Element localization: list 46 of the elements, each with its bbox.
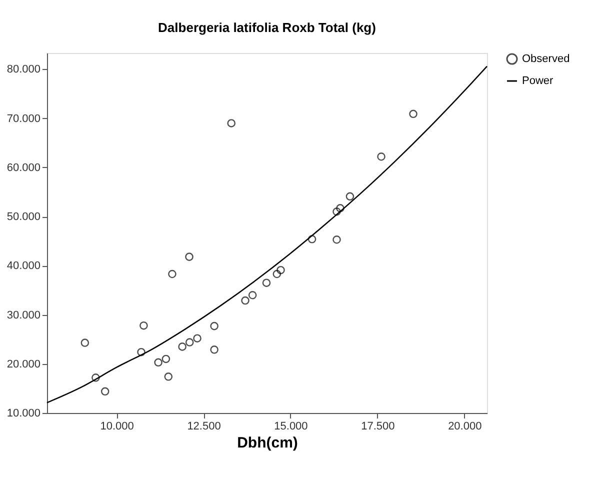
y-tick-label: 70.000 <box>6 112 40 125</box>
point <box>377 152 386 161</box>
y-tick-label: 60.000 <box>6 162 40 174</box>
chart-title: Dalbergeria latifolia Roxb Total (kg) <box>158 20 376 35</box>
legend-label: Observed <box>522 53 570 65</box>
y-tick-label: 80.000 <box>6 64 40 76</box>
point <box>210 322 218 330</box>
point <box>241 296 250 305</box>
point <box>164 372 173 381</box>
point <box>185 338 194 346</box>
y-tick-label: 10.000 <box>6 408 40 420</box>
point <box>185 252 194 261</box>
point <box>137 348 146 356</box>
point <box>248 291 257 300</box>
point <box>276 266 285 274</box>
point <box>80 338 90 347</box>
point <box>168 270 176 278</box>
point <box>409 110 418 118</box>
y-tick-label: 40.000 <box>6 260 40 272</box>
point <box>332 236 341 244</box>
point <box>140 321 148 330</box>
point <box>332 208 341 216</box>
x-tick-label: 20.000 <box>448 420 482 432</box>
point <box>262 278 271 287</box>
point <box>154 358 162 367</box>
point <box>227 119 236 128</box>
point <box>178 342 186 351</box>
x-tick-label: 12.500 <box>187 420 221 432</box>
legend-label: Power <box>522 75 554 87</box>
y-tick-label: 20.000 <box>6 358 40 370</box>
point <box>92 374 100 382</box>
x-tick-label: 10.000 <box>100 420 134 432</box>
x-tick-label: 17.500 <box>361 420 395 432</box>
x-axis-title: Dbh(cm) <box>237 434 298 452</box>
point <box>272 270 282 278</box>
y-tick-label: 50.000 <box>6 211 40 224</box>
point <box>193 334 202 342</box>
point <box>308 235 316 244</box>
line-series <box>46 66 488 404</box>
y-tick-label: 30.000 <box>6 309 40 322</box>
point <box>336 204 344 212</box>
point <box>100 387 110 396</box>
x-tick-label: 15.000 <box>274 420 308 432</box>
point <box>346 192 354 201</box>
point <box>210 346 218 354</box>
point <box>162 354 170 364</box>
